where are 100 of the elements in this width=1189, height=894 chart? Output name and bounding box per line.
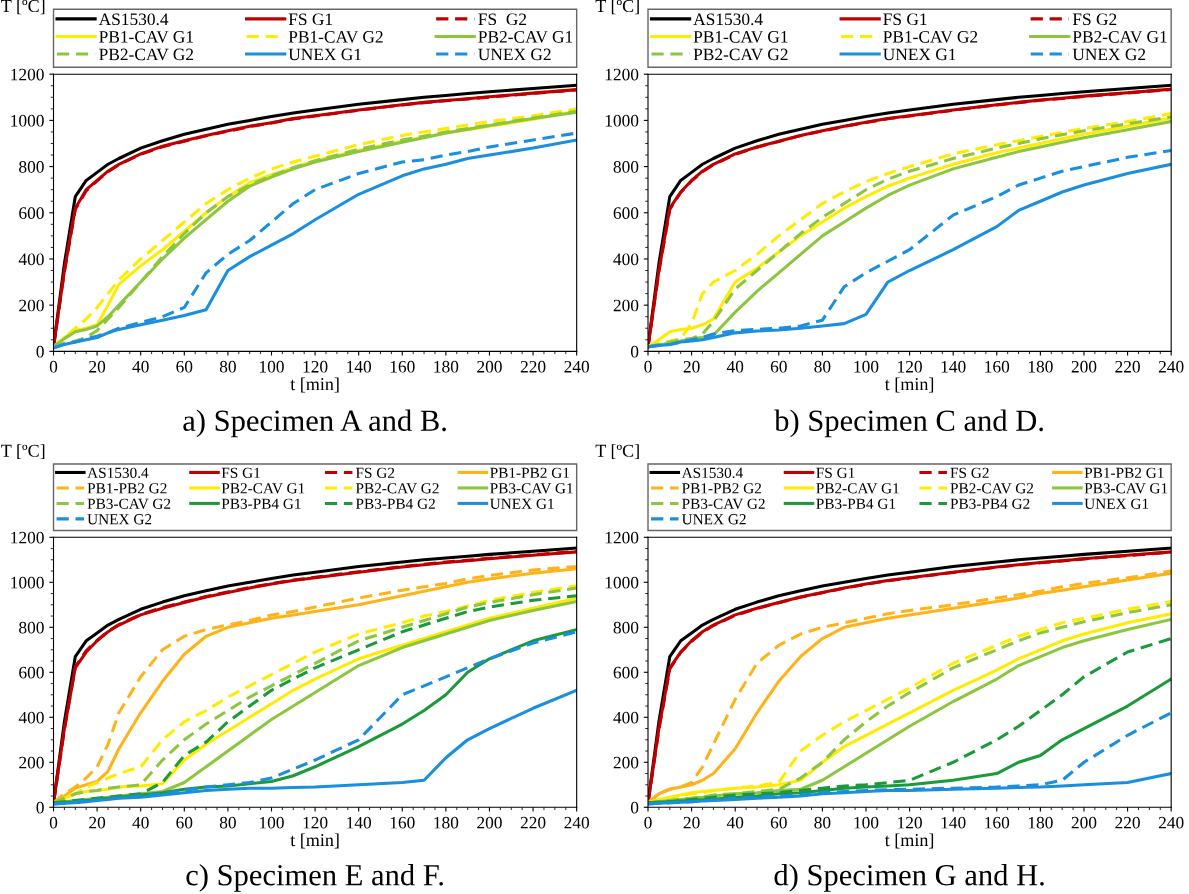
legend-label: AS1530.4: [98, 13, 169, 26]
legend-label: AS1530.4: [693, 13, 763, 26]
x-tick-label: 120: [898, 360, 922, 373]
legend-label: UNEX G2: [681, 514, 746, 525]
text: c) Specimen E and F.: [186, 863, 443, 892]
y-tick-label: 600: [19, 666, 44, 679]
legend-label: FS G1: [816, 467, 855, 478]
x-axis-title: t [min]: [884, 377, 934, 393]
x-tick-label: 80: [219, 360, 236, 373]
x-tick-label: 100: [854, 816, 879, 829]
legend-label: AS1530.4: [681, 467, 743, 479]
legend-label: PB1-CAV G2: [288, 31, 383, 43]
x-tick-label: 240: [564, 360, 590, 373]
x-tick-label: 100: [259, 816, 284, 829]
legend-label: PB3-PB4 G2: [355, 498, 435, 509]
x-tick-label: 80: [219, 816, 236, 829]
legend-label: FS G2: [478, 13, 527, 26]
x-tick-label: 0: [644, 816, 652, 829]
y-tick-label: 800: [613, 621, 639, 634]
legend-label: UNEX G1: [288, 48, 361, 61]
y-tick-label: 1000: [11, 114, 44, 127]
x-tick-label: 240: [564, 816, 590, 829]
y-axis-title: T [ºC]: [595, 444, 639, 460]
legend-label: PB1-CAV G2: [883, 31, 978, 43]
y-tick-label: 800: [19, 621, 44, 634]
x-tick-label: 200: [1071, 816, 1097, 829]
y-tick-label: 200: [613, 299, 639, 312]
x-tick-label: 40: [726, 816, 744, 829]
x-axis-title: t [min]: [290, 833, 339, 849]
y-tick-label: 1200: [11, 68, 44, 81]
legend-label: FS G1: [221, 467, 260, 478]
y-tick-label: 400: [613, 253, 639, 266]
y-tick-label: 1000: [605, 576, 639, 589]
x-tick-label: 200: [477, 816, 502, 829]
legend-label: PB2-CAV G1: [478, 31, 573, 43]
x-tick-label: 60: [770, 816, 787, 829]
legend-label: UNEX G1: [1084, 498, 1149, 509]
legend-label: UNEX G1: [490, 498, 554, 509]
y-tick-label: 200: [19, 756, 44, 769]
legend-label: PB2-CAV G1: [221, 483, 305, 494]
legend-label: FS G1: [288, 13, 333, 26]
legend-label: PB3-PB4 G1: [221, 498, 301, 509]
text: b) Specimen C and D.: [774, 409, 1043, 438]
y-tick-label: 1200: [605, 531, 639, 544]
x-tick-label: 120: [303, 816, 328, 829]
x-tick-label: 180: [434, 816, 459, 829]
x-tick-label: 80: [814, 816, 831, 829]
y-tick-label: 0: [36, 345, 44, 358]
legend-label: PB2-CAV G1: [816, 483, 899, 494]
legend-label: PB3-CAV G1: [490, 483, 573, 494]
legend-label: PB1-CAV G1: [693, 31, 788, 43]
y-tick-label: 1000: [11, 576, 44, 589]
x-tick-label: 240: [1158, 360, 1184, 373]
x-tick-label: 220: [1115, 816, 1140, 829]
x-tick-label: 60: [176, 816, 193, 829]
legend-label: PB2-CAV G2: [355, 483, 439, 494]
legend-label: PB3-CAV G1: [1084, 483, 1168, 494]
x-axis-title: t [min]: [884, 833, 934, 849]
x-tick-label: 160: [985, 816, 1010, 829]
x-tick-label: 60: [770, 360, 787, 373]
x-tick-label: 40: [132, 816, 149, 829]
x-tick-label: 160: [985, 360, 1010, 373]
x-tick-label: 100: [854, 360, 879, 373]
legend-label: PB1-CAV G1: [99, 31, 193, 43]
legend-label: PB1-PB2 G1: [490, 467, 569, 478]
x-tick-label: 60: [176, 360, 193, 373]
legend-label: PB2-CAV G2: [99, 48, 194, 61]
y-tick-label: 1000: [605, 114, 639, 127]
legend-label: UNEX G2: [87, 514, 152, 525]
legend-label: UNEX G2: [478, 48, 551, 61]
x-tick-label: 100: [259, 360, 284, 373]
x-tick-label: 20: [89, 360, 106, 373]
y-tick-label: 800: [19, 161, 44, 173]
legend-label: FS G1: [883, 13, 927, 26]
y-tick-label: 200: [613, 756, 639, 769]
x-tick-label: 40: [132, 360, 149, 373]
y-tick-label: 1200: [605, 68, 639, 81]
x-tick-label: 220: [520, 360, 546, 373]
legend-label: FS G2: [950, 467, 989, 478]
y-tick-label: 200: [19, 299, 44, 312]
x-tick-label: 20: [683, 816, 700, 829]
x-tick-label: 140: [941, 816, 966, 829]
x-tick-label: 180: [1028, 360, 1053, 373]
legend-label: PB3-CAV G2: [682, 498, 765, 509]
x-tick-label: 20: [89, 816, 106, 829]
y-tick-label: 600: [613, 207, 639, 219]
x-tick-label: 220: [1115, 360, 1140, 373]
legend-label: PB1-PB2 G1: [1084, 467, 1164, 478]
legend-label: PB2-CAV G2: [950, 483, 1034, 494]
x-tick-label: 200: [477, 360, 502, 373]
x-tick-label: 0: [49, 360, 58, 373]
x-tick-label: 0: [644, 360, 652, 373]
x-tick-label: 140: [347, 816, 372, 829]
y-tick-label: 0: [630, 345, 639, 358]
x-tick-label: 120: [898, 816, 922, 829]
x-tick-label: 180: [1028, 816, 1053, 829]
legend-label: PB1-PB2 G2: [682, 483, 761, 494]
legend-label: PB3-PB4 G1: [816, 498, 896, 509]
x-tick-label: 0: [49, 816, 58, 829]
legend-label: PB1-PB2 G2: [87, 483, 167, 494]
